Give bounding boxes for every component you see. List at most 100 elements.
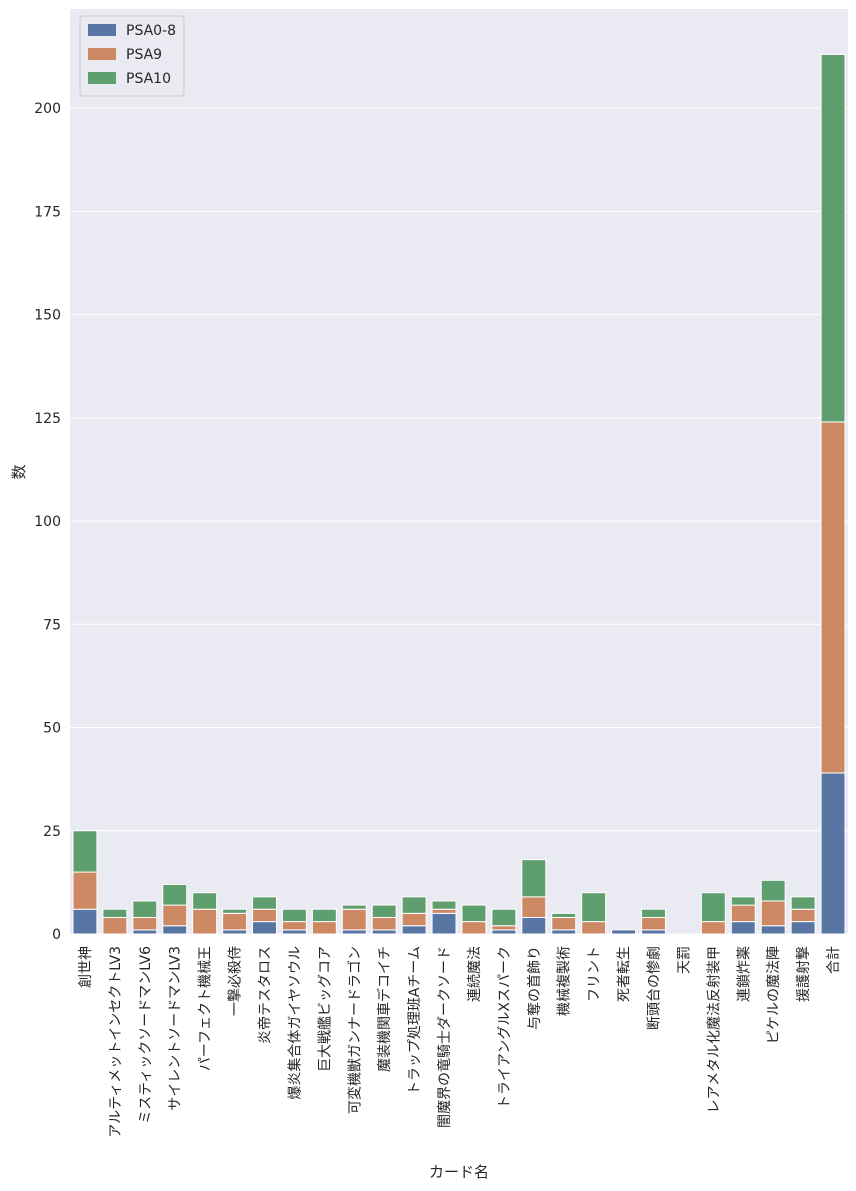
bar-segment bbox=[820, 772, 846, 935]
bar-segment bbox=[790, 908, 816, 923]
bar-segment bbox=[730, 921, 756, 935]
bar-segment bbox=[521, 859, 547, 898]
x-tick-label: 闇魔界の竜騎士ダークソード bbox=[436, 946, 453, 1128]
bar-segment bbox=[641, 916, 666, 931]
x-tick-label: 断頭台の惨劇 bbox=[646, 946, 663, 1030]
bar-segment bbox=[72, 908, 98, 935]
legend: PSA0-8 PSA9 PSA10 bbox=[79, 15, 185, 97]
y-tick-label: 125 bbox=[34, 411, 61, 427]
y-axis-title: 数 bbox=[10, 464, 28, 479]
x-tick-label: 爆炎集合体ガイヤソウル bbox=[286, 946, 303, 1100]
bar-segment bbox=[102, 916, 128, 935]
bar-segment bbox=[252, 896, 277, 910]
x-tick-label: 炎帝テスタロス bbox=[258, 946, 274, 1044]
plot-background bbox=[70, 9, 848, 934]
bar-segment bbox=[341, 908, 367, 931]
x-tick-label: 可変機獣ガンナードラゴン bbox=[346, 946, 363, 1114]
x-tick-label: パーフェクト機械王 bbox=[198, 946, 214, 1071]
bar-segment bbox=[222, 912, 248, 931]
bar-segment bbox=[162, 925, 188, 935]
bar-segment bbox=[491, 908, 517, 927]
x-tick-label: 援護射撃 bbox=[796, 946, 812, 1002]
bar-segment bbox=[252, 908, 277, 923]
bar-segment bbox=[521, 916, 547, 935]
bar-segment bbox=[641, 908, 666, 918]
x-tick-label: 機械複製術 bbox=[556, 946, 573, 1016]
bar-segment bbox=[192, 892, 218, 910]
bar-segment bbox=[820, 421, 846, 774]
x-tick-label: 天罰 bbox=[676, 946, 692, 974]
bar-segment bbox=[790, 921, 816, 935]
bar-segment bbox=[72, 871, 98, 910]
bar-segment bbox=[491, 929, 517, 935]
legend-label: PSA0-8 bbox=[126, 23, 176, 39]
bar-segment bbox=[820, 53, 846, 423]
bar-segment bbox=[311, 921, 337, 935]
bar-segment bbox=[371, 916, 397, 931]
bar-segment bbox=[281, 921, 307, 931]
x-tick-label: 魔装機関車デコイチ bbox=[376, 946, 393, 1072]
bar-segment bbox=[760, 900, 786, 927]
legend-label: PSA9 bbox=[126, 47, 162, 63]
bar-segment bbox=[700, 921, 726, 935]
bar-segment bbox=[730, 904, 756, 923]
bar-segment bbox=[192, 908, 218, 935]
bar-segment bbox=[132, 900, 158, 918]
bar-segment bbox=[431, 908, 457, 914]
x-tick-label: 与奪の首飾り bbox=[526, 946, 543, 1030]
x-axis-title: カード名 bbox=[429, 1163, 489, 1181]
bar-segment bbox=[401, 896, 427, 914]
x-tick-label: フリント bbox=[587, 946, 603, 1002]
bar-segment bbox=[551, 912, 577, 918]
legend-swatch bbox=[88, 24, 116, 36]
bar-segment bbox=[132, 929, 158, 935]
bar-segment bbox=[491, 925, 517, 931]
bar-segment bbox=[72, 830, 98, 873]
bar-segment bbox=[132, 916, 158, 931]
bar-segment bbox=[581, 921, 607, 935]
x-tick-label: 巨大戦艦ビッグコア bbox=[317, 946, 333, 1072]
bar-segment bbox=[641, 929, 666, 935]
bar-segment bbox=[222, 908, 248, 914]
bar-segment bbox=[102, 908, 128, 918]
bar-segment bbox=[401, 912, 427, 927]
bar-segment bbox=[521, 896, 547, 918]
y-tick-label: 0 bbox=[52, 927, 61, 943]
bar-segment bbox=[760, 925, 786, 935]
bar-segment bbox=[431, 900, 457, 910]
x-tick-label: 連続魔法 bbox=[466, 946, 483, 1002]
x-tick-label: 一撃必殺侍 bbox=[228, 946, 244, 1016]
bar-segment bbox=[162, 883, 188, 906]
bar-segment bbox=[281, 908, 307, 923]
x-tick-label: レアメタル化魔法反射装甲 bbox=[706, 946, 722, 1113]
x-tick-label: 合計 bbox=[826, 946, 842, 974]
legend-swatch bbox=[88, 48, 116, 60]
x-tick-label: トライアングルXスパーク bbox=[497, 946, 513, 1109]
bar-segment bbox=[551, 929, 577, 935]
y-tick-label: 100 bbox=[34, 514, 61, 530]
bar-segment bbox=[730, 896, 756, 906]
bar-segment bbox=[611, 929, 637, 935]
bar-segment bbox=[461, 904, 487, 923]
y-tick-label: 150 bbox=[34, 308, 61, 324]
bar-segment bbox=[341, 904, 367, 910]
y-tick-label: 75 bbox=[43, 617, 61, 633]
y-tick-label: 50 bbox=[43, 721, 61, 737]
bar-segment bbox=[222, 929, 248, 935]
bar-segment bbox=[252, 921, 277, 935]
x-tick-label: ピケルの魔法陣 bbox=[766, 946, 782, 1044]
x-tick-label: トラップ処理班Aチーム bbox=[407, 946, 423, 1095]
x-tick-label: 連鎖炸薬 bbox=[736, 946, 752, 1002]
bar-segment bbox=[311, 908, 337, 923]
x-tick-label: アルティメットインセクトLV3 bbox=[108, 946, 124, 1138]
grid-lines bbox=[70, 107, 848, 935]
bar-segment bbox=[431, 912, 457, 935]
bar-segment bbox=[790, 896, 816, 910]
bar-segment bbox=[700, 892, 726, 923]
x-tick-label: サイレントソードマンLV3 bbox=[168, 946, 184, 1111]
bars bbox=[72, 53, 846, 935]
x-tick-label: ミスティックソードマンLV6 bbox=[138, 946, 154, 1124]
bar-segment bbox=[371, 904, 397, 918]
bar-segment bbox=[371, 929, 397, 935]
